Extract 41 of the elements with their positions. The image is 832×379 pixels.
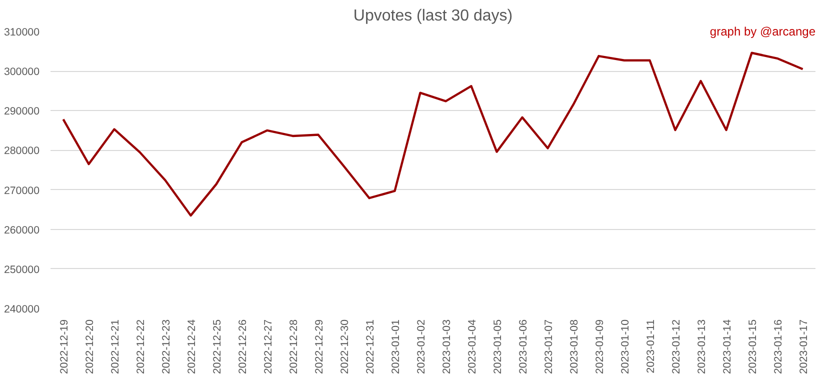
x-tick-label: 2022-12-20 [84, 319, 96, 374]
x-tick-label: 2022-12-22 [134, 319, 147, 374]
x-tick-label: 2023-01-01 [390, 319, 402, 374]
y-tick-label: 270000 [4, 184, 40, 197]
x-tick-label: 2022-12-28 [288, 319, 300, 374]
x-tick-label: 2022-12-25 [211, 319, 224, 374]
x-tick-label: 2023-01-07 [542, 319, 555, 374]
x-tick-label: 2023-01-14 [721, 319, 734, 374]
x-tick-label: 2023-01-11 [644, 319, 657, 374]
x-tick-label: 2023-01-04 [466, 319, 478, 374]
y-tick-label: 300000 [4, 66, 40, 78]
x-tick-label: 2023-01-15 [746, 319, 759, 374]
x-tick-label: 2022-12-21 [109, 319, 122, 374]
x-tick-label: 2022-12-27 [262, 319, 274, 374]
x-tick-label: 2022-12-19 [58, 319, 70, 374]
x-tick-label: 2023-01-02 [415, 319, 428, 374]
x-tick-label: 2023-01-16 [772, 319, 784, 374]
y-tick-label: 250000 [4, 264, 40, 276]
annotation: graph by @arcange [710, 24, 816, 38]
x-tick-label: 2023-01-12 [670, 319, 682, 374]
x-tick-label: 2023-01-03 [440, 319, 453, 374]
y-tick-label: 310000 [4, 26, 40, 38]
x-tick-label: 2023-01-08 [568, 319, 580, 374]
y-tick-label: 280000 [4, 145, 40, 158]
x-tick-label: 2022-12-29 [313, 319, 326, 374]
x-tick-label: 2022-12-30 [338, 319, 351, 374]
y-tick-label: 240000 [4, 304, 40, 316]
y-tick-label: 260000 [4, 224, 40, 236]
x-tick-label: 2022-12-23 [160, 319, 172, 374]
x-tick-label: 2022-12-26 [236, 319, 249, 374]
x-tick-label: 2023-01-10 [619, 319, 632, 374]
line-series [62, 52, 804, 217]
x-tick-label: 2023-01-09 [594, 319, 606, 374]
x-tick-label: 2023-01-06 [517, 319, 530, 374]
x-tick-label: 2022-12-24 [186, 319, 198, 374]
x-tick-label: 2023-01-17 [798, 319, 810, 374]
x-tick-label: 2022-12-31 [364, 319, 376, 374]
y-tick-label: 290000 [4, 106, 40, 118]
chart-title: Upvotes (last 30 days) [353, 8, 513, 24]
x-tick-label: 2023-01-05 [492, 319, 504, 374]
x-tick-label: 2023-01-13 [696, 319, 708, 374]
